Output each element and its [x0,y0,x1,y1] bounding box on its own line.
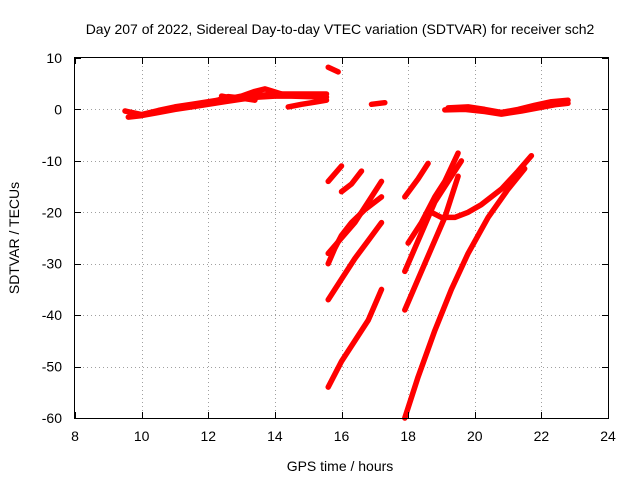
x-axis-label: GPS time / hours [287,458,394,474]
y-tick-label: -50 [42,359,62,375]
y-tick-label: -20 [42,204,62,220]
x-tick-label: 12 [200,428,216,444]
data-series-13 [325,286,385,390]
data-series-4 [212,93,258,104]
data-series-2 [125,93,330,120]
y-tick-label: -60 [42,410,62,426]
x-tick-label: 18 [400,428,416,444]
y-tick-label: -10 [42,153,62,169]
data-series-5 [285,97,330,110]
x-tick-label: 8 [71,428,79,444]
data-series-17 [402,173,461,313]
y-tick-label: -30 [42,256,62,272]
x-tick-label: 16 [334,428,350,444]
data-series-18 [428,152,535,221]
x-tick-label: 14 [267,428,283,444]
data-series-11 [325,178,385,257]
data-series-6 [325,64,341,75]
axis-ticks: 8 10 12 14 16 18 20 22 24 10 0 -10 -20 -30 -40 -50 -60 [42,50,616,444]
x-tick-label: 22 [534,428,550,444]
chart-title: Day 207 of 2022, Sidereal Day-to-day VTE… [86,21,595,37]
y-tick-label: 10 [46,50,62,66]
y-tick-label: -40 [42,307,62,323]
x-tick-label: 10 [134,428,150,444]
data-series-21 [442,100,571,117]
y-tick-label: 0 [54,101,62,117]
data-series-19 [402,165,528,421]
plot-frame [74,57,609,419]
data-series-12 [325,219,385,303]
y-axis-label: SDTVAR / TECUs [6,182,22,294]
data-series-14 [402,160,431,200]
data-series-8 [325,163,345,185]
data-series-16 [405,150,461,246]
x-tick-label: 20 [467,428,483,444]
data-series-7 [368,99,388,108]
x-tick-label: 24 [600,428,616,444]
data-series-9 [338,168,365,195]
data-series [122,64,571,421]
